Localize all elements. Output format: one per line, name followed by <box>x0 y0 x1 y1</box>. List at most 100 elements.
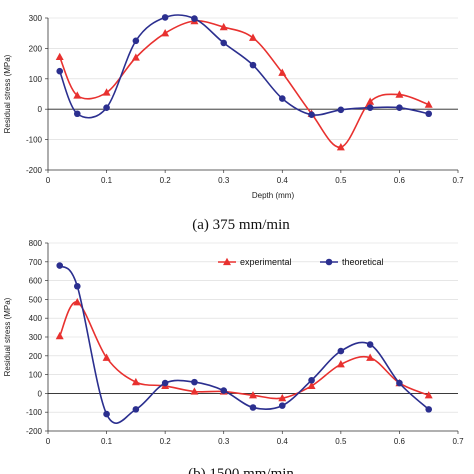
y-axis-title-b: Residual stress (MPa) <box>3 297 12 376</box>
x-axis-title-a: Depth (mm) <box>252 191 295 200</box>
data-point-experimental <box>102 353 111 361</box>
data-point-experimental <box>278 68 287 76</box>
y-tick-label: 100 <box>29 75 43 84</box>
series-line-experimental <box>58 20 429 149</box>
y-axis-title-a: Residual stress (MPa) <box>3 54 12 133</box>
caption-a: (a) 375 mm/min <box>192 217 290 233</box>
data-point-theoretical <box>278 402 286 409</box>
data-point-theoretical <box>337 347 345 355</box>
data-point-experimental <box>131 53 140 61</box>
data-point-theoretical <box>366 341 374 348</box>
data-point-experimental <box>131 377 140 386</box>
y-tick-label: 300 <box>29 333 43 342</box>
data-point-experimental <box>102 88 111 96</box>
y-tick-label: 500 <box>29 295 43 304</box>
data-point-theoretical <box>103 410 110 418</box>
data-point-theoretical <box>191 378 198 386</box>
legend-experimental-marker <box>223 257 231 266</box>
data-point-experimental <box>424 100 433 108</box>
y-tick-label: 700 <box>29 258 43 267</box>
legend-b: experimental theoretical <box>218 257 384 267</box>
grid-b <box>48 242 458 432</box>
series-a <box>55 14 433 151</box>
data-point-experimental <box>55 52 64 61</box>
y-tick-label: 800 <box>29 239 43 248</box>
y-tick-label: 600 <box>29 277 43 286</box>
x-tick-label: 0.7 <box>452 176 464 185</box>
data-point-experimental <box>55 331 64 340</box>
data-point-experimental <box>190 387 199 395</box>
y-tick-label: 200 <box>29 44 43 53</box>
legend-theoretical-label: theoretical <box>342 257 384 267</box>
data-point-theoretical <box>396 379 403 387</box>
data-point-experimental <box>366 353 375 361</box>
series-line-experimental <box>58 301 430 400</box>
x-tick-label: 0.2 <box>160 176 172 185</box>
x-tick-label: 0 <box>46 176 51 185</box>
data-point-theoretical <box>308 111 315 118</box>
data-point-experimental <box>307 381 316 390</box>
y-tick-label: -200 <box>26 427 43 436</box>
data-point-theoretical <box>132 406 140 413</box>
data-point-theoretical <box>161 14 169 21</box>
data-point-experimental <box>336 143 345 151</box>
data-point-experimental <box>249 33 257 41</box>
data-point-theoretical <box>396 104 403 111</box>
data-point-theoretical <box>220 39 228 47</box>
x-tick-label: 0.6 <box>394 437 406 446</box>
series-line-theoretical <box>59 264 430 424</box>
data-point-experimental <box>161 29 170 37</box>
x-tick-label: 0.5 <box>335 176 347 185</box>
data-point-theoretical <box>56 262 64 269</box>
y-tick-label: -200 <box>26 166 43 175</box>
data-point-experimental <box>366 97 375 105</box>
data-point-theoretical <box>191 15 198 22</box>
axes-a <box>47 18 458 171</box>
data-point-theoretical <box>366 104 374 111</box>
data-point-theoretical <box>132 37 140 45</box>
data-point-theoretical <box>56 67 64 75</box>
series-line-theoretical <box>58 14 429 119</box>
data-point-theoretical <box>220 387 228 394</box>
data-point-theoretical <box>73 282 81 290</box>
series-b <box>55 262 433 424</box>
x-tick-label: 0.4 <box>277 437 289 446</box>
legend-theoretical-marker <box>325 258 333 266</box>
data-point-theoretical <box>103 104 110 111</box>
data-point-theoretical <box>308 376 315 384</box>
y-tick-label: 100 <box>29 371 43 380</box>
y-tick-label: 300 <box>29 14 43 23</box>
data-point-theoretical <box>425 110 433 118</box>
x-tick-label: 0.4 <box>277 176 289 185</box>
data-point-theoretical <box>278 95 286 102</box>
data-point-experimental <box>219 22 228 31</box>
data-point-theoretical <box>249 404 257 411</box>
data-point-theoretical <box>337 106 345 114</box>
data-point-experimental <box>395 90 404 98</box>
y-ticks-a: 300 200 100 0 -100 -200 <box>26 14 48 175</box>
data-point-theoretical <box>161 379 169 387</box>
y-tick-label: 200 <box>29 352 43 361</box>
x-tick-label: 0.6 <box>394 176 406 185</box>
y-tick-label: 0 <box>38 105 43 114</box>
x-tick-label: 0.3 <box>218 437 230 446</box>
legend-experimental-label: experimental <box>240 257 292 267</box>
chart-b: 0 0.1 0.2 0.3 0.4 0.5 0.6 0.7 800 700 600 500 400 30… <box>3 239 464 474</box>
y-tick-label: -100 <box>26 408 43 417</box>
chart-a: 0 0.1 0.2 0.3 0.4 0.5 0.6 0.7 300 200 100 0 -100 -20… <box>3 14 464 233</box>
y-tick-label: 0 <box>38 389 43 398</box>
x-tick-label: 0.1 <box>101 176 113 185</box>
data-point-theoretical <box>425 406 433 413</box>
x-tick-label: 0.5 <box>335 437 347 446</box>
data-point-experimental <box>73 91 82 99</box>
y-tick-label: -100 <box>26 136 43 145</box>
x-ticks-a: 0 0.1 0.2 0.3 0.4 0.5 0.6 0.7 <box>46 170 464 185</box>
data-point-experimental <box>73 298 82 306</box>
x-tick-label: 0.3 <box>218 176 230 185</box>
caption-b: (b) 1500 mm/min <box>188 466 294 474</box>
x-tick-label: 0.7 <box>452 437 464 446</box>
x-tick-label: 0 <box>46 437 51 446</box>
data-point-experimental <box>278 393 287 402</box>
data-point-theoretical <box>73 110 81 118</box>
